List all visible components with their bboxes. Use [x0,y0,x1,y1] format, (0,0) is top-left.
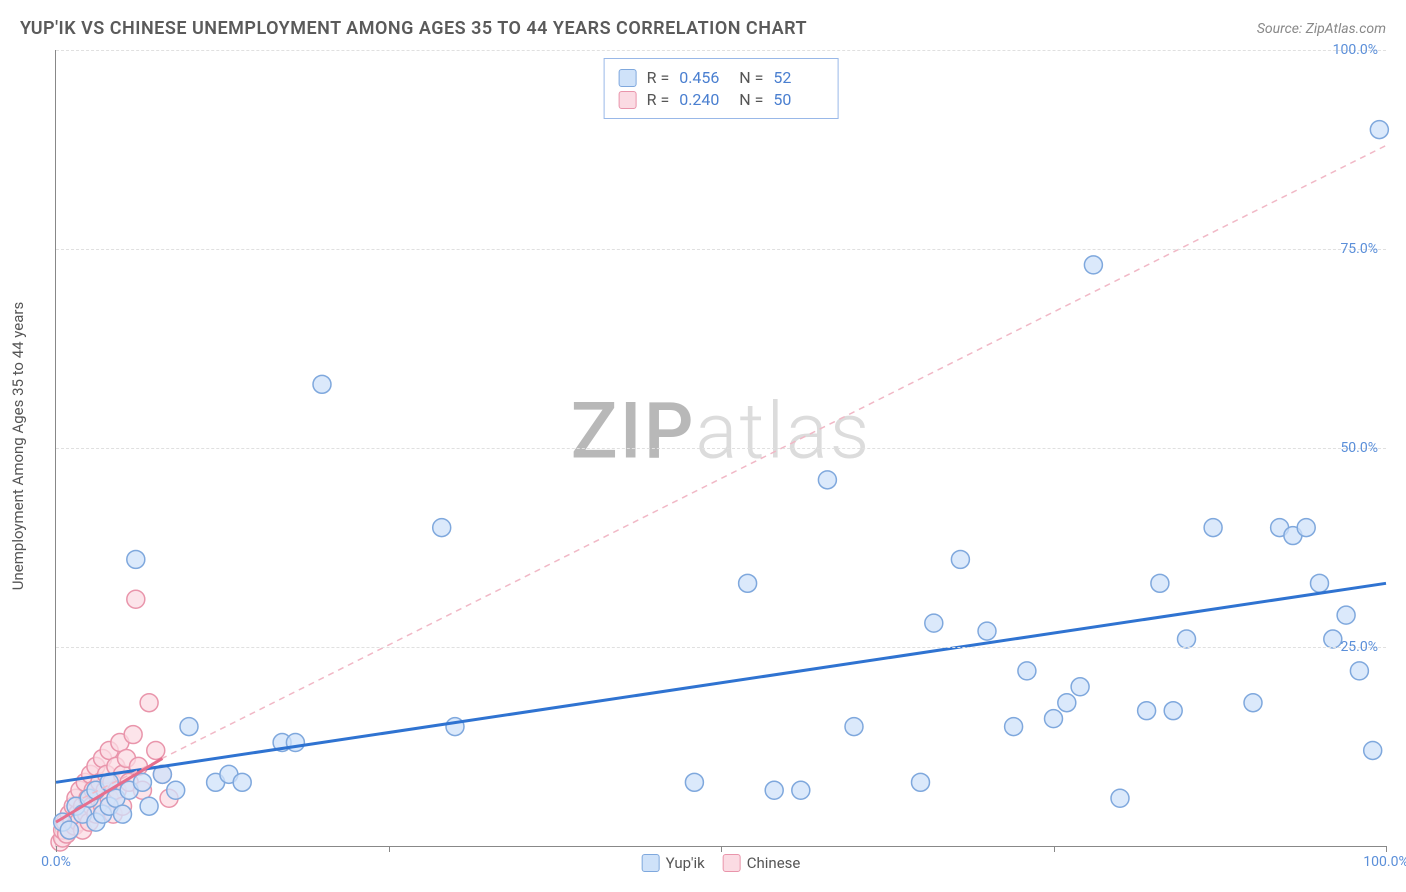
data-point-yup'ik [951,550,969,568]
regression-dashed-yup'ik [83,146,1386,799]
data-point-yup'ik [1138,702,1156,720]
data-point-yup'ik [180,718,198,736]
x-tick-label: 0.0% [41,854,71,870]
legend-row-chinese: R = 0.240 N = 50 [619,90,824,109]
n-value-chinese: 50 [773,90,823,109]
data-point-yup'ik [845,718,863,736]
data-point-yup'ik [1337,606,1355,624]
legend-label-chinese: Chinese [747,854,801,872]
data-point-yup'ik [685,773,703,791]
data-point-yup'ik [1311,574,1329,592]
x-tick-mark [721,846,722,852]
legend-item-yupik: Yup'ik [642,854,705,872]
data-point-yup'ik [1045,710,1063,728]
data-point-yup'ik [1324,630,1342,648]
y-tick-label: 25.0% [1340,639,1378,655]
legend-label-yupik: Yup'ik [666,854,705,872]
data-point-yup'ik [1370,121,1388,139]
x-tick-mark [1054,846,1055,852]
legend-row-yupik: R = 0.456 N = 52 [619,68,824,87]
data-point-yup'ik [313,375,331,393]
data-point-yup'ik [978,622,996,640]
chart-title: YUP'IK VS CHINESE UNEMPLOYMENT AMONG AGE… [20,18,807,39]
gridline-h [56,249,1386,250]
r-value-chinese: 0.240 [679,90,729,109]
n-value-yupik: 52 [773,68,823,87]
data-point-yup'ik [127,550,145,568]
data-point-yup'ik [140,797,158,815]
swatch-chinese-bottom [723,854,741,872]
data-point-yup'ik [1364,741,1382,759]
chart-plot-area: ZIPatlas R = 0.456 N = 52 R = 0.240 N = … [55,50,1386,847]
regression-line-yup'ik [56,583,1386,782]
gridline-h [56,647,1386,648]
data-point-yup'ik [739,574,757,592]
r-label: R = [647,90,670,109]
data-point-yup'ik [765,781,783,799]
legend-stats: R = 0.456 N = 52 R = 0.240 N = 50 [604,58,839,119]
y-axis-label: Unemployment Among Ages 35 to 44 years [9,302,27,590]
r-label: R = [647,68,670,87]
data-point-yup'ik [133,773,151,791]
data-point-yup'ik [912,773,930,791]
data-point-yup'ik [1111,789,1129,807]
y-tick-label: 50.0% [1340,440,1378,456]
data-point-yup'ik [1058,694,1076,712]
n-label: N = [739,90,763,109]
data-point-yup'ik [1350,662,1368,680]
legend-item-chinese: Chinese [723,854,801,872]
data-point-yup'ik [1178,630,1196,648]
data-point-yup'ik [1244,694,1262,712]
swatch-yupik-bottom [642,854,660,872]
x-tick-label: 100.0% [1363,854,1406,870]
n-label: N = [739,68,763,87]
data-point-yup'ik [925,614,943,632]
data-point-yup'ik [1071,678,1089,696]
y-tick-label: 100.0% [1333,42,1378,58]
r-value-yupik: 0.456 [679,68,729,87]
data-point-yup'ik [60,821,78,839]
data-point-yup'ik [114,805,132,823]
swatch-yupik [619,69,637,87]
legend-series: Yup'ik Chinese [642,854,801,872]
data-point-yup'ik [433,519,451,537]
data-point-chinese [127,590,145,608]
data-point-yup'ik [167,781,185,799]
data-point-chinese [140,694,158,712]
y-tick-label: 75.0% [1340,241,1378,257]
data-point-yup'ik [818,471,836,489]
data-point-yup'ik [792,781,810,799]
data-point-chinese [124,726,142,744]
data-point-yup'ik [1297,519,1315,537]
data-point-yup'ik [1084,256,1102,274]
data-point-yup'ik [1151,574,1169,592]
gridline-h [56,50,1386,51]
data-point-yup'ik [1005,718,1023,736]
data-point-yup'ik [1204,519,1222,537]
data-point-chinese [147,741,165,759]
data-point-yup'ik [233,773,251,791]
chart-source: Source: ZipAtlas.com [1257,21,1386,37]
swatch-chinese [619,91,637,109]
data-point-yup'ik [1018,662,1036,680]
x-tick-mark [56,846,57,852]
x-tick-mark [389,846,390,852]
data-point-yup'ik [1164,702,1182,720]
chart-header: YUP'IK VS CHINESE UNEMPLOYMENT AMONG AGE… [20,18,1386,39]
x-tick-mark [1386,846,1387,852]
gridline-h [56,448,1386,449]
